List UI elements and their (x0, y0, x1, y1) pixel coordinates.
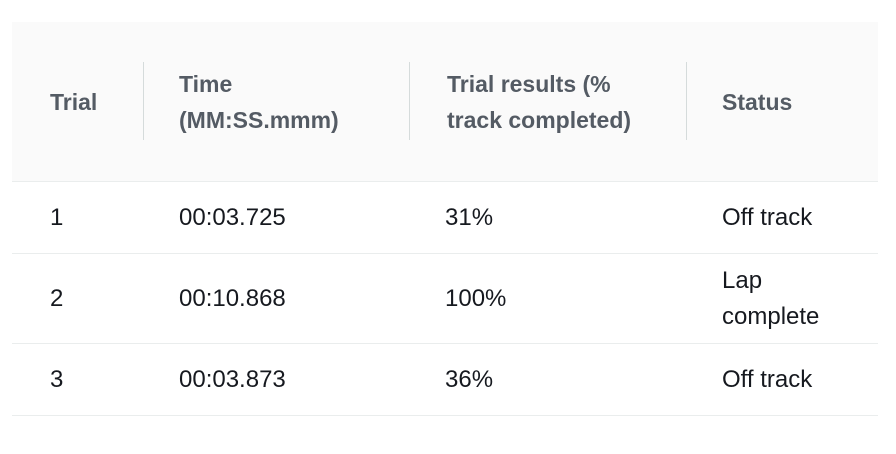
table-row: 2 00:10.868 100% Lap complete (12, 253, 878, 344)
column-header-results: Trial results (% track completed) (409, 22, 686, 182)
column-header-trial-label: Trial (50, 88, 98, 115)
table-header: Trial Time (MM:SS.mmm) Trial results (% … (12, 22, 878, 182)
trial-results-table-container: Trial Time (MM:SS.mmm) Trial results (% … (12, 22, 878, 416)
cell-status: Off track (686, 181, 878, 254)
cell-trial: 3 (12, 343, 143, 416)
column-header-status: Status (686, 22, 878, 182)
column-divider (686, 62, 687, 140)
column-header-time-label: Time (MM:SS.mmm) (179, 70, 339, 133)
cell-results-value: 100% (445, 284, 507, 312)
cell-trial: 2 (12, 253, 143, 344)
cell-status-value: Off track (722, 203, 813, 231)
cell-status-value: Off track (722, 365, 813, 393)
cell-status-value: Lap complete (722, 266, 820, 330)
column-header-trial: Trial (12, 22, 143, 182)
cell-trial: 1 (12, 181, 143, 254)
cell-time-value: 00:03.725 (179, 203, 286, 231)
cell-trial-value: 1 (50, 203, 64, 231)
column-divider (409, 62, 410, 140)
table-row: 3 00:03.873 36% Off track (12, 343, 878, 416)
table-header-row: Trial Time (MM:SS.mmm) Trial results (% … (12, 22, 878, 182)
cell-status: Lap complete (686, 253, 878, 344)
column-header-time: Time (MM:SS.mmm) (143, 22, 409, 182)
cell-results-value: 31% (445, 203, 494, 231)
cell-time-value: 00:10.868 (179, 284, 286, 312)
cell-time: 00:03.725 (143, 181, 409, 254)
cell-results: 36% (409, 343, 686, 416)
cell-status: Off track (686, 343, 878, 416)
cell-trial-value: 3 (50, 365, 64, 393)
cell-results-value: 36% (445, 365, 494, 393)
column-divider (143, 62, 144, 140)
trial-results-table: Trial Time (MM:SS.mmm) Trial results (% … (12, 22, 878, 416)
cell-time: 00:03.873 (143, 343, 409, 416)
cell-time: 00:10.868 (143, 253, 409, 344)
cell-results: 100% (409, 253, 686, 344)
column-header-status-label: Status (722, 88, 793, 115)
cell-time-value: 00:03.873 (179, 365, 286, 393)
cell-trial-value: 2 (50, 284, 64, 312)
cell-results: 31% (409, 181, 686, 254)
column-header-results-label: Trial results (% track completed) (447, 70, 632, 133)
table-row: 1 00:03.725 31% Off track (12, 181, 878, 254)
table-body: 1 00:03.725 31% Off track 2 00:10.868 10… (12, 181, 878, 416)
